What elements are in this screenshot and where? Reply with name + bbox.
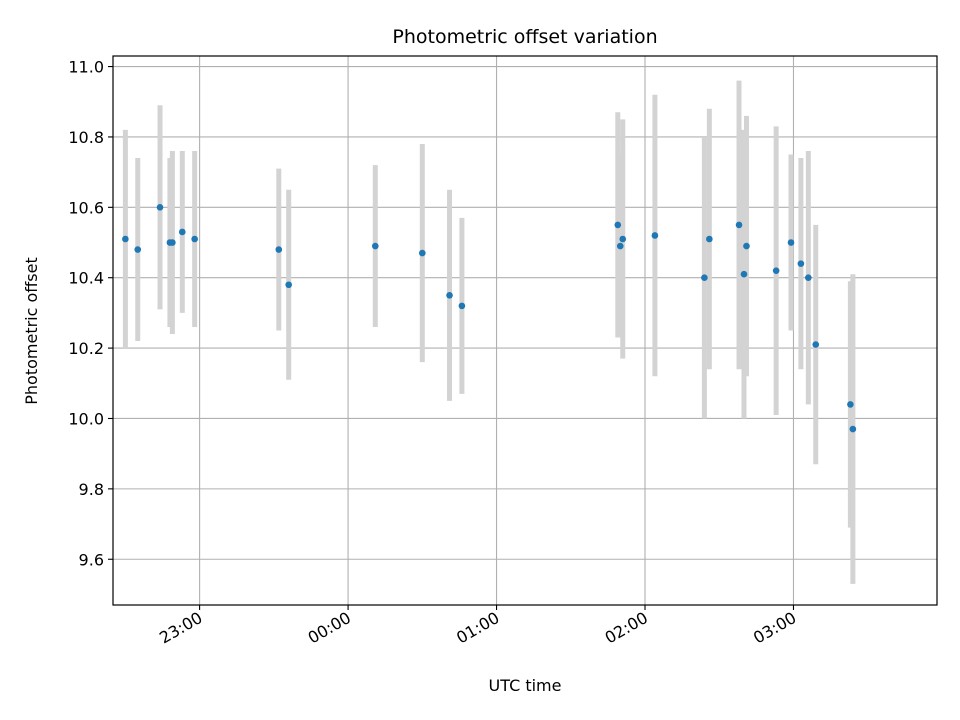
data-points — [122, 204, 857, 433]
data-point — [619, 235, 627, 243]
y-tick-label: 10.8 — [68, 128, 104, 147]
data-point — [847, 401, 854, 408]
data-point — [458, 302, 466, 310]
y-tick-label: 9.6 — [79, 550, 104, 569]
grid — [113, 56, 937, 605]
data-point — [706, 235, 713, 243]
y-tick-label: 10.4 — [68, 269, 104, 288]
y-tick-label: 11.0 — [68, 58, 104, 77]
data-point — [616, 242, 624, 250]
y-tick-label: 9.8 — [79, 480, 104, 499]
data-point — [787, 239, 795, 246]
data-point — [156, 204, 164, 211]
data-point — [275, 246, 283, 253]
data-point — [651, 232, 659, 239]
x-axis-title: UTC time — [489, 676, 562, 695]
data-point — [805, 274, 812, 282]
data-point — [614, 221, 622, 229]
data-point — [191, 235, 198, 243]
y-tick-label: 10.0 — [68, 409, 104, 428]
plot-frame — [112, 55, 938, 606]
data-point — [735, 221, 743, 229]
y-tick-label: 10.2 — [68, 339, 104, 358]
chart-title: Photometric offset variation — [392, 26, 657, 48]
data-point — [740, 270, 748, 278]
data-point — [446, 292, 453, 299]
data-point — [122, 235, 129, 243]
data-point — [797, 260, 805, 267]
data-point — [419, 249, 426, 257]
y-axis-title: Photometric offset — [22, 257, 41, 405]
data-point — [743, 242, 750, 250]
data-point — [178, 228, 186, 236]
data-point — [849, 425, 857, 433]
data-point — [371, 242, 379, 250]
data-point — [772, 267, 780, 274]
y-axis: 9.6 9.8 10.0 10.2 10.4 10.6 10.8 11.0 — [68, 58, 113, 569]
data-point — [285, 281, 292, 289]
data-point — [812, 341, 820, 348]
data-point — [134, 246, 142, 253]
data-point — [701, 274, 708, 282]
data-point — [169, 239, 176, 246]
y-tick-label: 10.6 — [68, 198, 104, 217]
